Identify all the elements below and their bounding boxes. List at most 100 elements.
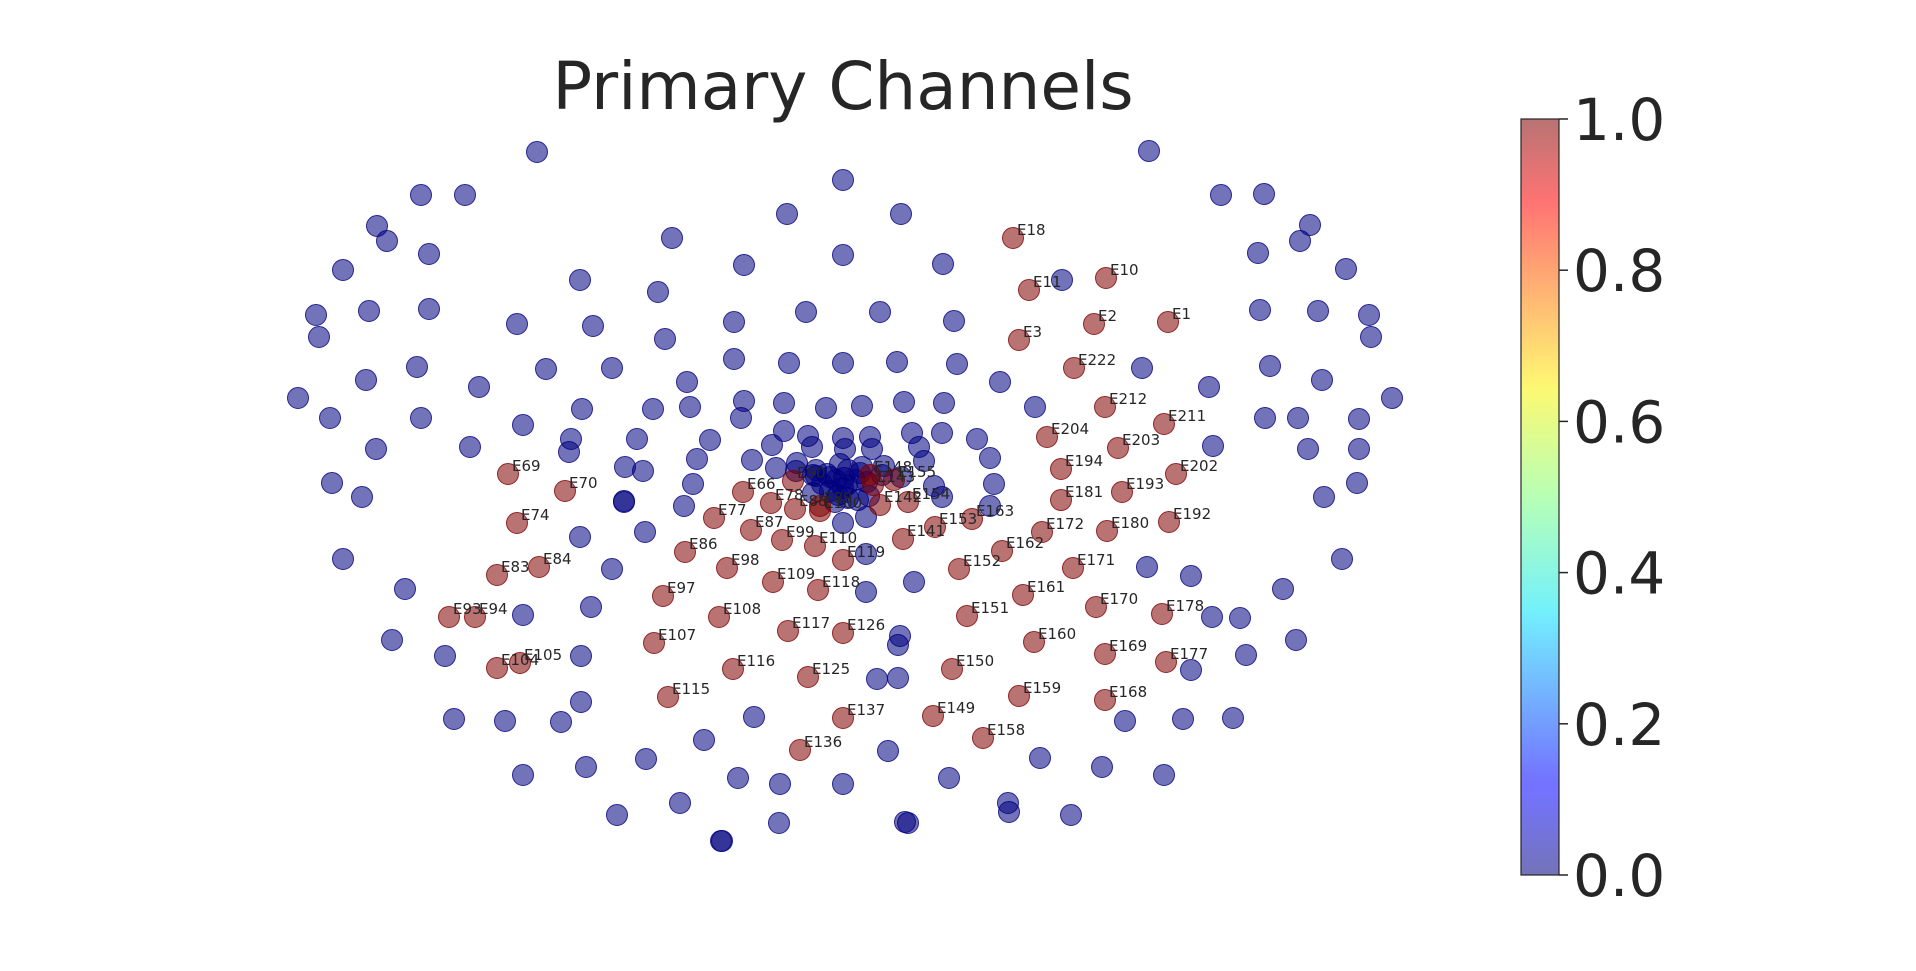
channel-point xyxy=(711,830,733,852)
channel-point xyxy=(1358,304,1380,326)
channel-label: E162 xyxy=(1006,534,1044,552)
channel-label: E108 xyxy=(723,600,761,618)
channel-point xyxy=(903,571,925,593)
channel-point xyxy=(459,436,481,458)
channel-point xyxy=(723,311,745,333)
channel-point xyxy=(776,203,798,225)
selected-channel-point xyxy=(1111,481,1133,503)
channel-point xyxy=(443,708,465,730)
channel-label: E161 xyxy=(1027,578,1065,596)
channel-label: E2 xyxy=(1098,307,1117,325)
channel-point xyxy=(358,300,380,322)
channel-point xyxy=(773,392,795,414)
channel-point xyxy=(866,668,888,690)
channel-point xyxy=(454,184,476,206)
channel-label: E119 xyxy=(847,543,885,561)
channel-point xyxy=(1247,242,1269,264)
channel-point xyxy=(1297,438,1319,460)
channel-label: E70 xyxy=(569,474,598,492)
channel-point xyxy=(1299,214,1321,236)
channel-label: E211 xyxy=(1168,407,1206,425)
channel-label: E158 xyxy=(987,721,1025,739)
colorbar-tick-label: 0.6 xyxy=(1573,388,1665,456)
channel-point xyxy=(305,304,327,326)
selected-channel-point xyxy=(497,463,519,485)
channel-point xyxy=(811,473,833,495)
channel-point xyxy=(512,764,534,786)
selected-channel-point xyxy=(1165,463,1187,485)
channel-label: E169 xyxy=(1109,637,1147,655)
selected-channel-point xyxy=(486,657,508,679)
channel-point xyxy=(851,395,873,417)
channel-label: E154 xyxy=(912,485,950,503)
selected-channel-point xyxy=(762,571,784,593)
selected-channel-point xyxy=(1155,651,1177,673)
selected-channel-point xyxy=(1050,489,1072,511)
channel-point xyxy=(815,397,837,419)
channel-label: E181 xyxy=(1065,483,1103,501)
selected-channel-point xyxy=(1063,357,1085,379)
channel-label: E3 xyxy=(1023,323,1042,341)
channel-point xyxy=(526,141,548,163)
channel-label: E222 xyxy=(1078,351,1116,369)
channel-point xyxy=(1331,548,1353,570)
channel-point xyxy=(778,352,800,374)
selected-channel-point xyxy=(1008,329,1030,351)
channel-point xyxy=(679,396,701,418)
selected-channel-point xyxy=(703,507,725,529)
channel-point xyxy=(733,254,755,276)
selected-channel-point xyxy=(1023,631,1045,653)
selected-channel-point xyxy=(1094,689,1116,711)
channel-point xyxy=(1229,607,1251,629)
channel-point xyxy=(1311,369,1333,391)
channel-point xyxy=(1136,556,1158,578)
channel-point xyxy=(1202,435,1224,457)
channel-label: E77 xyxy=(718,501,747,519)
selected-channel-point xyxy=(924,516,946,538)
selected-channel-point xyxy=(708,606,730,628)
channel-point xyxy=(582,315,604,337)
colorbar-tick-label: 1.0 xyxy=(1573,86,1665,154)
channel-label: E137 xyxy=(847,701,885,719)
channel-point xyxy=(406,356,428,378)
selected-channel-point xyxy=(1095,267,1117,289)
selected-channel-point xyxy=(1094,396,1116,418)
channel-point xyxy=(1307,300,1329,322)
channel-point xyxy=(632,460,654,482)
channel-point xyxy=(1060,804,1082,826)
channel-point xyxy=(351,486,373,508)
channel-point xyxy=(673,495,695,517)
channel-point xyxy=(886,351,908,373)
selected-channel-point xyxy=(956,605,978,627)
channel-point xyxy=(795,301,817,323)
selected-channel-point xyxy=(509,652,531,674)
selected-channel-point xyxy=(643,632,665,654)
chart-title: Primary Channels xyxy=(552,48,1133,125)
channel-point xyxy=(1024,396,1046,418)
selected-channel-point xyxy=(972,727,994,749)
channel-label: E97 xyxy=(667,579,696,597)
channel-point xyxy=(321,472,343,494)
colorbar-tick-label: 0.4 xyxy=(1573,540,1665,608)
channel-label: E11 xyxy=(1033,273,1062,291)
selected-channel-point xyxy=(782,470,804,492)
channel-point xyxy=(889,625,911,647)
selected-channel-point xyxy=(883,469,905,491)
channel-label: E177 xyxy=(1170,645,1208,663)
selected-channel-point xyxy=(1096,520,1118,542)
channel-point xyxy=(332,548,354,570)
channel-point xyxy=(938,767,960,789)
channel-point xyxy=(570,691,592,713)
channel-label: E66 xyxy=(747,475,776,493)
selected-channel-point xyxy=(832,622,854,644)
colorbar-tick-label: 0.8 xyxy=(1573,237,1665,305)
channel-label: E142 xyxy=(884,488,922,506)
channel-point xyxy=(1360,326,1382,348)
channel-point xyxy=(832,244,854,266)
selected-channel-point xyxy=(1002,227,1024,249)
channel-point xyxy=(570,645,592,667)
selected-channel-point xyxy=(1107,437,1129,459)
channel-label: E150 xyxy=(956,652,994,670)
channel-point xyxy=(512,414,534,436)
channel-label: E126 xyxy=(847,616,885,634)
